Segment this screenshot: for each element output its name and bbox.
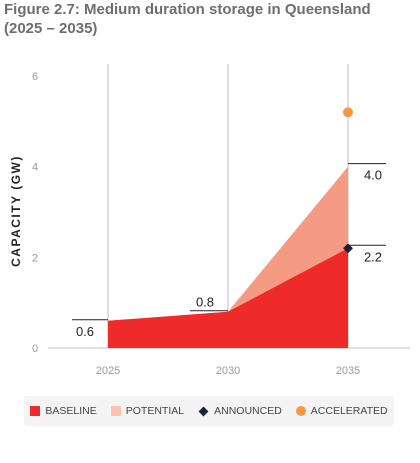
y-axis-label: CAPACITY (GW) <box>9 155 23 267</box>
legend-label: POTENTIAL <box>125 405 185 417</box>
legend-item-potential: POTENTIAL <box>110 405 185 417</box>
data-label: 2.2 <box>364 249 382 264</box>
chart-svg: 0 2 4 6 2025 2030 2035 0.6 0.8 4.0 2.2 CAPACITY (… <box>9 64 410 377</box>
series-area-baseline <box>108 248 348 348</box>
legend-swatch <box>30 406 41 416</box>
x-tick-label: 2030 <box>216 365 240 377</box>
chart-title-line-1: Figure 2.7: Medium duration storage in Q… <box>4 1 371 18</box>
y-tick-label: 6 <box>32 71 38 83</box>
x-tick-label: 2035 <box>336 365 360 377</box>
y-tick-label: 4 <box>32 162 38 174</box>
chart-title-line-2: (2025 – 2035) <box>4 20 98 37</box>
marker-accelerated <box>343 107 353 118</box>
legend-label: ANNOUNCED <box>214 405 282 417</box>
legend-item-baseline: BASELINE <box>30 405 97 417</box>
data-label: 4.0 <box>364 168 382 183</box>
legend: BASELINE POTENTIAL ANNOUNCED ACCELERATED <box>24 396 394 426</box>
legend-label: BASELINE <box>45 405 97 417</box>
legend-label: ACCELERATED <box>310 405 388 417</box>
legend-item-announced: ANNOUNCED <box>198 405 282 417</box>
x-tick-label: 2025 <box>96 365 120 377</box>
marker-announced <box>343 243 353 254</box>
diamond-icon <box>198 406 209 416</box>
y-tick-label: 2 <box>32 252 38 264</box>
data-label: 0.8 <box>196 295 214 310</box>
circle-icon <box>295 406 306 416</box>
legend-item-accelerated: ACCELERATED <box>295 405 388 417</box>
chart-title: Figure 2.7: Medium duration storage in Q… <box>4 0 414 38</box>
y-tick-label: 0 <box>32 343 38 355</box>
data-label: 0.6 <box>76 324 94 339</box>
legend-swatch <box>110 406 121 416</box>
